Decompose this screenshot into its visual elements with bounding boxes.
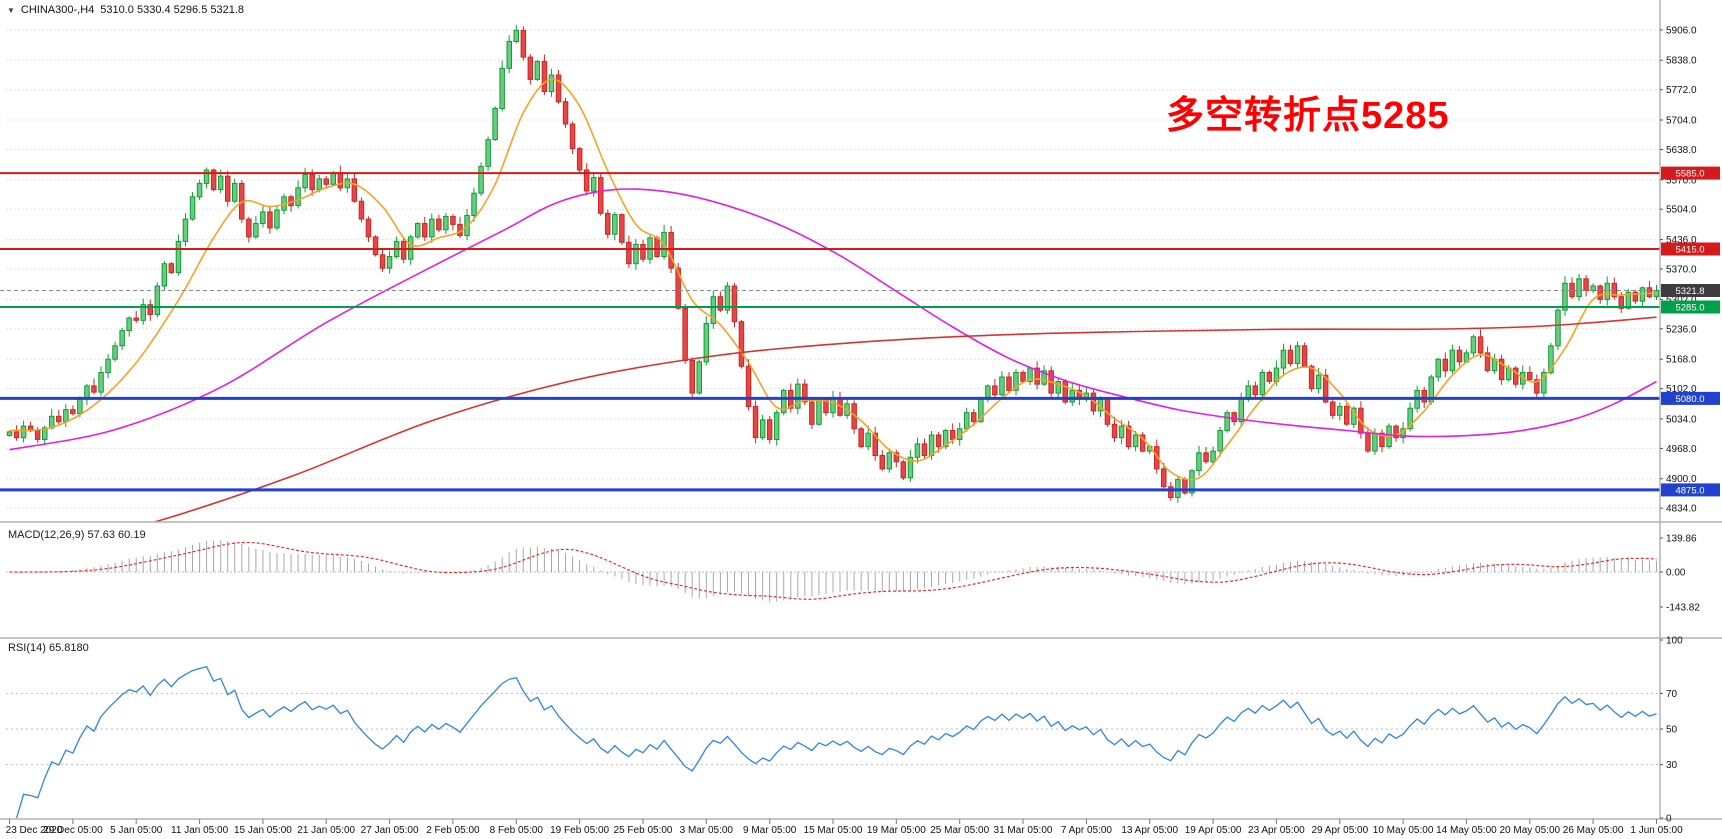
- svg-text:5838.0: 5838.0: [1666, 56, 1697, 67]
- svg-text:5302.0: 5302.0: [1666, 295, 1697, 306]
- svg-text:4968.0: 4968.0: [1666, 444, 1697, 455]
- svg-text:5436.0: 5436.0: [1666, 235, 1697, 246]
- svg-text:14 May 05:00: 14 May 05:00: [1436, 825, 1497, 836]
- svg-text:139.86: 139.86: [1666, 534, 1697, 545]
- svg-text:26 May 05:00: 26 May 05:00: [1563, 825, 1624, 836]
- svg-text:3 Mar 05:00: 3 Mar 05:00: [680, 825, 734, 836]
- svg-text:5906.0: 5906.0: [1666, 25, 1697, 36]
- svg-text:4875.0: 4875.0: [1675, 485, 1704, 496]
- current-price-tag: 5321.8: [1661, 284, 1720, 297]
- svg-text:19 Mar 05:00: 19 Mar 05:00: [867, 825, 926, 836]
- pivot-green-price-tag: 5285.0: [1661, 300, 1720, 314]
- svg-text:2 Feb 05:00: 2 Feb 05:00: [426, 825, 480, 836]
- svg-text:19 Apr 05:00: 19 Apr 05:00: [1185, 825, 1242, 836]
- svg-text:13 Apr 05:00: 13 Apr 05:00: [1121, 825, 1178, 836]
- svg-text:5168.0: 5168.0: [1666, 355, 1697, 366]
- svg-text:25 Feb 05:00: 25 Feb 05:00: [614, 825, 673, 836]
- svg-text:5704.0: 5704.0: [1666, 116, 1697, 127]
- support-1-price-tag: 5080.0: [1661, 391, 1720, 405]
- svg-text:70: 70: [1666, 689, 1678, 700]
- svg-text:23 Dec 2020: 23 Dec 2020: [6, 825, 63, 836]
- svg-text:-143.82: -143.82: [1666, 603, 1700, 614]
- svg-text:5080.0: 5080.0: [1675, 394, 1704, 405]
- svg-text:5504.0: 5504.0: [1666, 205, 1697, 216]
- svg-text:29 Apr 05:00: 29 Apr 05:00: [1311, 825, 1368, 836]
- svg-text:25 Mar 05:00: 25 Mar 05:00: [930, 825, 989, 836]
- svg-text:5638.0: 5638.0: [1666, 145, 1697, 156]
- svg-text:5585.0: 5585.0: [1675, 169, 1704, 180]
- svg-text:4900.0: 4900.0: [1666, 474, 1697, 485]
- support-2-price-tag: 4875.0: [1661, 483, 1720, 497]
- symbol-timeframe-label: CHINA300-,H4: [20, 4, 95, 16]
- ma-slow: [151, 316, 1657, 522]
- svg-text:8 Feb 05:00: 8 Feb 05:00: [490, 825, 544, 836]
- macd-histogram: [16, 540, 1657, 602]
- svg-text:0: 0: [1666, 814, 1672, 825]
- svg-text:15 Mar 05:00: 15 Mar 05:00: [804, 825, 863, 836]
- svg-text:5236.0: 5236.0: [1666, 324, 1697, 335]
- svg-text:5285.0: 5285.0: [1675, 303, 1704, 314]
- ma-medium: [9, 188, 1657, 451]
- resistance-1-price-tag: 5585.0: [1661, 166, 1720, 180]
- svg-text:31 Mar 05:00: 31 Mar 05:00: [994, 825, 1053, 836]
- svg-text:4834.0: 4834.0: [1666, 504, 1697, 515]
- svg-text:30: 30: [1666, 760, 1678, 771]
- svg-text:5034.0: 5034.0: [1666, 414, 1697, 425]
- ma-fast: [9, 78, 1657, 481]
- svg-text:0.00: 0.00: [1666, 568, 1686, 579]
- svg-text:11 Jan 05:00: 11 Jan 05:00: [171, 825, 229, 836]
- rsi-line: [15, 665, 1657, 818]
- svg-text:7 Apr 05:00: 7 Apr 05:00: [1061, 825, 1113, 836]
- svg-text:9 Mar 05:00: 9 Mar 05:00: [743, 825, 797, 836]
- svg-text:5772.0: 5772.0: [1666, 85, 1697, 96]
- svg-text:5102.0: 5102.0: [1666, 384, 1697, 395]
- svg-text:20 May 05:00: 20 May 05:00: [1499, 825, 1560, 836]
- macd-indicator-label: MACD(12,26,9) 57.63 60.19: [8, 529, 146, 541]
- rsi-indicator-label: RSI(14) 65.8180: [8, 642, 89, 654]
- svg-text:27 Jan 05:00: 27 Jan 05:00: [361, 825, 419, 836]
- svg-text:19 Feb 05:00: 19 Feb 05:00: [550, 825, 609, 836]
- svg-text:29 Dec 05:00: 29 Dec 05:00: [43, 825, 103, 836]
- svg-text:15 Jan 05:00: 15 Jan 05:00: [234, 825, 292, 836]
- symbol-dropdown-icon[interactable]: ▼: [7, 5, 15, 15]
- svg-text:50: 50: [1666, 725, 1678, 736]
- moving-averages-layer: [9, 78, 1657, 522]
- svg-text:5370.0: 5370.0: [1666, 265, 1697, 276]
- svg-text:10 May 05:00: 10 May 05:00: [1373, 825, 1434, 836]
- svg-text:5321.8: 5321.8: [1675, 286, 1704, 297]
- svg-text:1 Jun 05:00: 1 Jun 05:00: [1630, 825, 1683, 836]
- symbol-header: ▼ CHINA300-,H4 5310.0 5330.4 5296.5 5321…: [7, 4, 244, 16]
- svg-text:100: 100: [1666, 636, 1683, 647]
- svg-text:5415.0: 5415.0: [1675, 245, 1704, 256]
- svg-text:5570.0: 5570.0: [1666, 175, 1697, 186]
- chart-text-annotation: 多空转折点5285: [1166, 95, 1450, 137]
- svg-text:23 Apr 05:00: 23 Apr 05:00: [1248, 825, 1305, 836]
- macd-signal-line: [9, 541, 1657, 600]
- svg-text:21 Jan 05:00: 21 Jan 05:00: [297, 825, 355, 836]
- resistance-2-price-tag: 5415.0: [1661, 242, 1720, 256]
- ohlc-values: 5310.0 5330.4 5296.5 5321.8: [100, 4, 245, 16]
- svg-text:5 Jan 05:00: 5 Jan 05:00: [110, 825, 163, 836]
